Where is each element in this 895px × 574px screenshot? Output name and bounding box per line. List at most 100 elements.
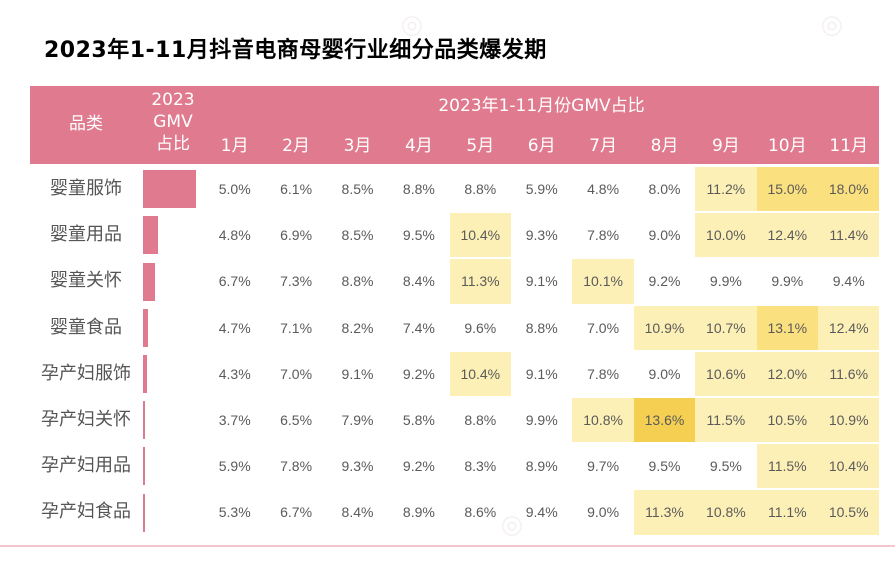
value-cell: 3.7%	[218, 412, 251, 428]
value-cell: 9.1%	[525, 273, 558, 290]
value-cell: 9.9%	[525, 412, 558, 428]
value-cell: 11.3%	[633, 490, 696, 535]
category-label: 孕产妇关怀	[41, 409, 131, 430]
value-cell: 13.6%	[633, 398, 696, 443]
month-header: 1月	[220, 136, 249, 156]
table-header	[30, 86, 879, 164]
gmv-header-line-3: 占比	[156, 134, 190, 154]
value-cell: 8.0%	[648, 181, 681, 197]
value-cell: 8.3%	[464, 458, 497, 475]
category-label: 婴童服饰	[50, 178, 122, 199]
value-cell: 7.8%	[587, 365, 620, 382]
category-label: 婴童用品	[50, 224, 122, 246]
value-cell: 7.4%	[402, 319, 435, 336]
value-cell: 5.8%	[402, 412, 435, 428]
value-cell: 5.3%	[218, 504, 251, 521]
gmv-share-bar	[143, 262, 155, 301]
value-cell: 9.7%	[587, 458, 620, 475]
month-header: 8月	[650, 136, 679, 156]
value-cell: 18.0%	[818, 167, 880, 212]
value-cell: 11.5%	[695, 398, 757, 443]
gmv-header-line-2: GMV	[153, 112, 193, 132]
value-cell: 8.4%	[341, 504, 374, 521]
category-label: 孕产妇食品	[41, 501, 131, 523]
gmv-header-line-1: 2023	[151, 90, 195, 110]
page-title: 2023年1-11月抖音电商母婴行业细分品类爆发期	[44, 38, 547, 63]
gmv-share-bar	[143, 216, 158, 255]
value-cell: 9.2%	[648, 273, 681, 290]
value-cell: 8.8%	[464, 181, 497, 197]
value-cell: 9.4%	[525, 504, 558, 521]
value-cell: 8.8%	[464, 412, 497, 428]
value-cell: 10.4%	[818, 444, 880, 489]
value-cell: 13.1%	[756, 305, 818, 350]
value-cell: 8.4%	[402, 273, 435, 290]
value-cell: 6.7%	[280, 504, 313, 521]
watermark-icon: ◎	[814, 6, 848, 44]
value-cell: 12.4%	[756, 213, 818, 258]
month-header: 2月	[282, 136, 310, 156]
value-cell: 9.3%	[341, 458, 374, 475]
month-header: 6月	[527, 136, 556, 156]
category-label: 婴童关怀	[50, 270, 122, 292]
value-cell: 10.6%	[695, 351, 757, 396]
value-cell: 4.7%	[218, 319, 251, 336]
month-header: 11月	[829, 136, 869, 156]
value-cell: 6.9%	[280, 227, 313, 244]
value-cell: 9.0%	[587, 504, 620, 521]
value-cell: 11.4%	[818, 213, 880, 258]
value-cell: 10.9%	[818, 398, 880, 443]
value-cell: 11.3%	[449, 259, 511, 304]
value-cell: 5.0%	[218, 181, 251, 197]
month-header: 5月	[466, 136, 495, 156]
value-cell: 5.9%	[218, 458, 251, 475]
value-cell: 4.8%	[218, 227, 251, 244]
value-cell: 5.9%	[525, 181, 558, 197]
value-cell: 9.5%	[709, 458, 742, 475]
value-cell: 6.5%	[280, 412, 313, 428]
month-header: 3月	[343, 136, 372, 156]
value-cell: 9.1%	[341, 365, 374, 382]
category-label: 婴童食品	[50, 316, 122, 338]
value-cell: 7.0%	[280, 365, 313, 382]
value-cell: 9.9%	[709, 273, 742, 290]
value-cell: 10.4%	[449, 351, 511, 396]
value-cell: 8.9%	[402, 504, 435, 521]
value-cell: 8.9%	[525, 458, 558, 475]
value-cell: 10.0%	[695, 213, 757, 258]
value-cell: 12.4%	[818, 305, 880, 350]
value-cell: 8.5%	[341, 227, 374, 244]
value-cell: 9.9%	[771, 273, 804, 290]
value-cell: 10.5%	[756, 398, 818, 443]
gmv-share-bar	[143, 447, 145, 486]
gmv-share-bar	[143, 354, 148, 393]
value-cell: 7.0%	[587, 319, 620, 336]
value-cell: 9.2%	[402, 365, 435, 382]
value-cell: 6.1%	[280, 181, 313, 197]
value-cell: 9.4%	[832, 273, 865, 290]
value-cell: 10.8%	[572, 398, 634, 443]
category-header: 品类	[69, 114, 103, 134]
value-cell: 9.0%	[648, 365, 681, 382]
value-cell: 9.1%	[525, 365, 558, 382]
category-label: 孕产妇服饰	[41, 362, 131, 384]
value-cell: 9.5%	[402, 227, 435, 244]
value-cell: 12.0%	[756, 351, 818, 396]
value-cell: 15.0%	[756, 167, 818, 212]
month-header: 10月	[767, 136, 807, 156]
month-header: 7月	[589, 136, 617, 156]
value-cell: 8.2%	[341, 319, 374, 336]
value-cell: 8.8%	[341, 273, 374, 290]
value-cell: 6.7%	[218, 273, 251, 290]
value-cell: 10.4%	[449, 213, 511, 258]
gmv-share-bar	[143, 170, 196, 209]
value-cell: 4.3%	[218, 365, 251, 382]
value-cell: 10.9%	[633, 305, 696, 350]
month-header: 4月	[404, 136, 433, 156]
value-cell: 7.3%	[280, 273, 313, 290]
value-cell: 7.9%	[341, 412, 374, 428]
value-cell: 7.1%	[280, 319, 313, 336]
value-cell: 7.8%	[587, 227, 620, 244]
month-header: 9月	[711, 136, 740, 156]
value-cell: 9.2%	[402, 458, 435, 475]
